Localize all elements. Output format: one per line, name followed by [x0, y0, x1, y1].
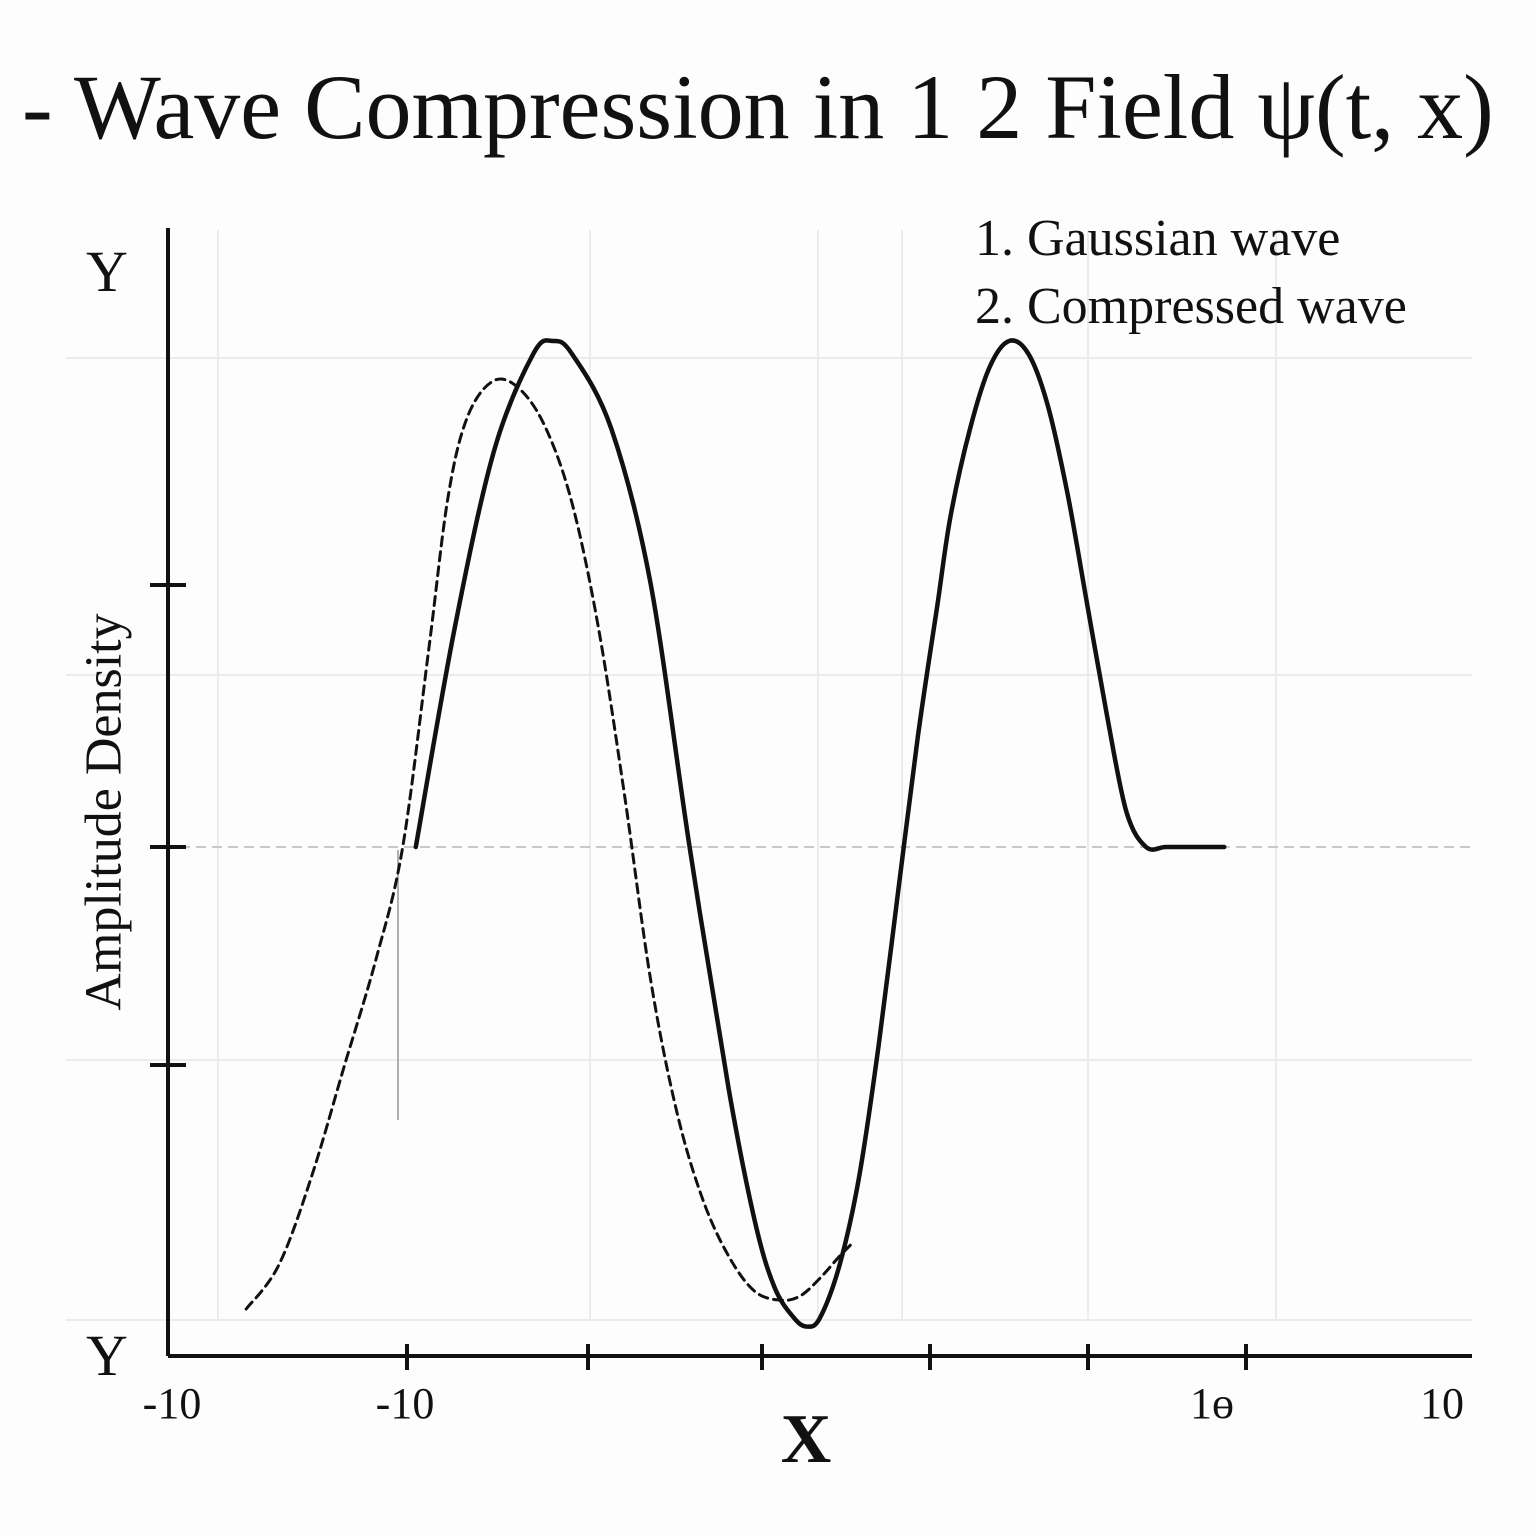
y-axis-top-label: Y [86, 239, 128, 304]
x-tick-label: 1ɵ [1190, 1379, 1234, 1428]
legend: 1. Gaussian wave 2. Compressed wave [975, 205, 1407, 341]
y-axis-bottom-label: Y [86, 1323, 128, 1388]
series-compressed-wave [244, 377, 855, 1311]
x-tick-label: -10 [375, 1379, 435, 1428]
legend-entry-gaussian: 1. Gaussian wave [975, 210, 1341, 267]
series-gaussian-wave [413, 338, 1227, 1329]
y-axis-title: Amplitude Density [75, 613, 133, 1011]
legend-entry-compressed: 2. Compressed wave [975, 278, 1407, 335]
x-tick-label: -10 [142, 1379, 202, 1428]
x-tick-label: 10 [1420, 1379, 1464, 1428]
chart-title: - Wave Compression in 1 2 Field ψ(t, x) [22, 56, 1494, 158]
x-axis-title: X [780, 1401, 832, 1478]
